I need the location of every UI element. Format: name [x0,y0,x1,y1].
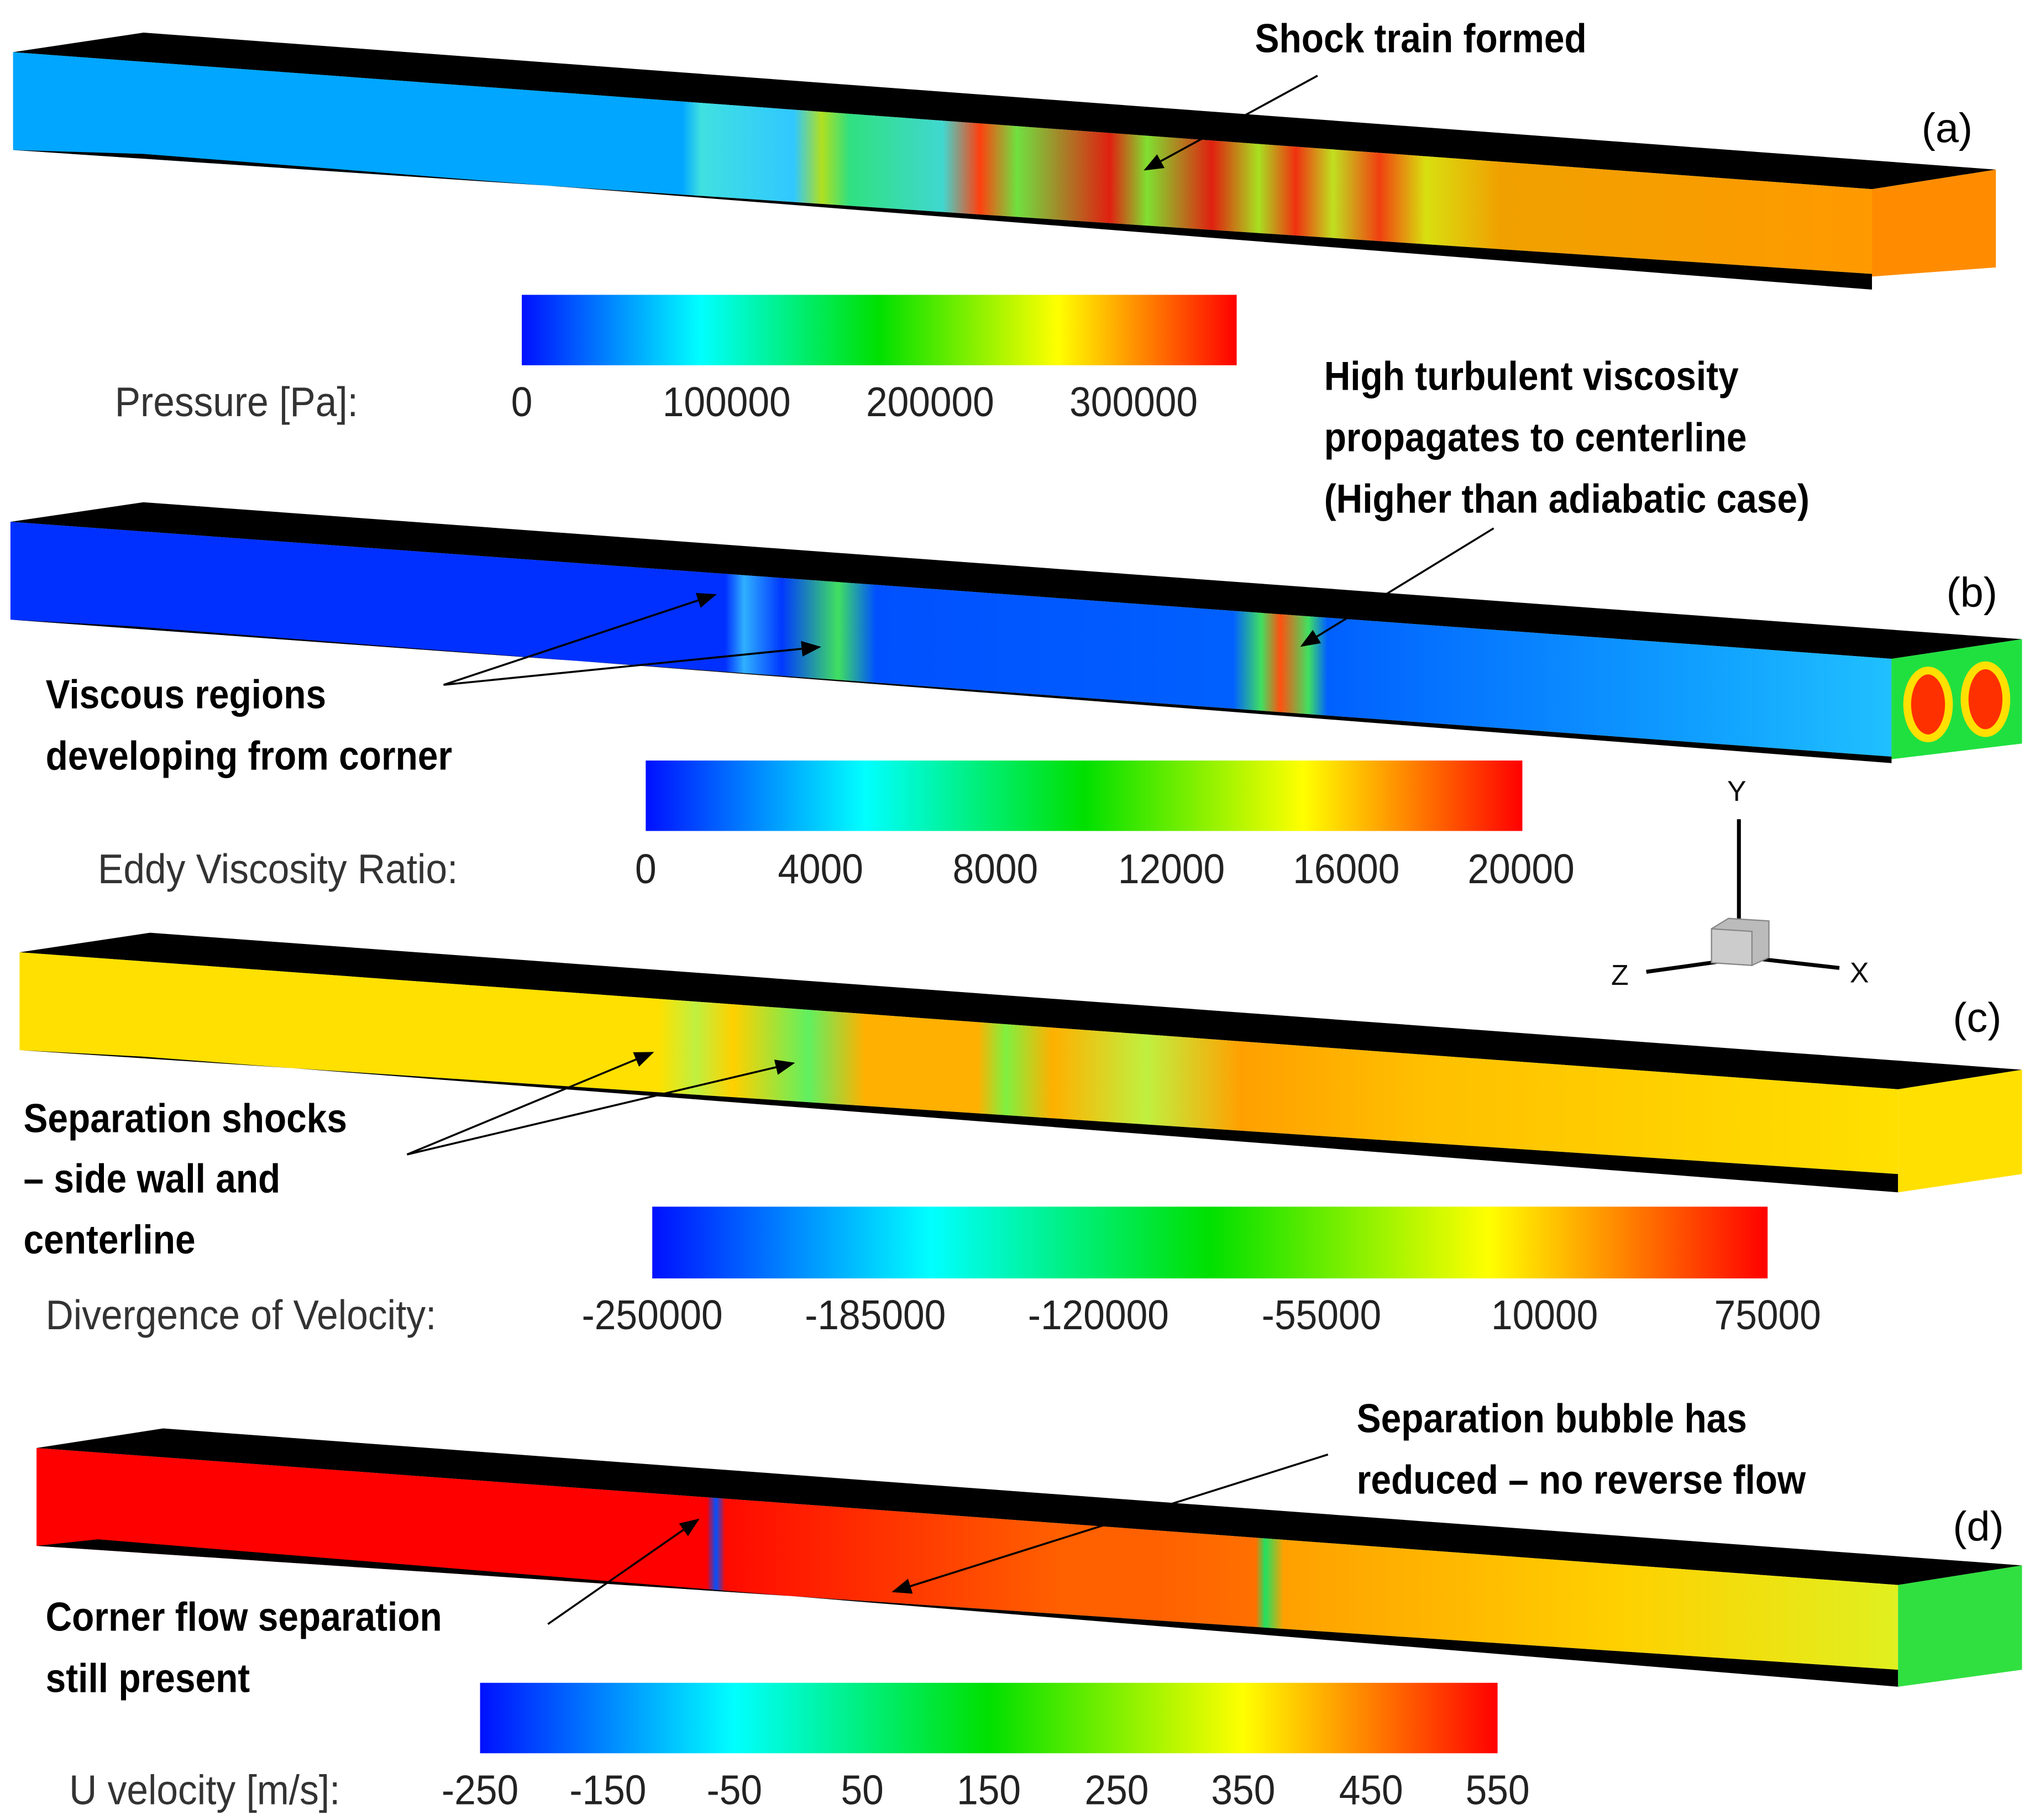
tick: -120000 [1027,1291,1169,1339]
tick: -250000 [581,1291,723,1339]
tick: 450 [1339,1766,1403,1813]
duct-a [13,33,1996,290]
annotation-high-viscosity-3: (Higher than adiabatic case) [1324,476,1810,522]
colorbar-divergence [652,1207,1768,1279]
panel-label-c: (c) [1953,994,2002,1041]
annotation-high-viscosity-1: High turbulent viscosity [1324,353,1739,400]
panel-label-d: (d) [1953,1503,2004,1550]
tick: 10000 [1491,1291,1598,1339]
annotation-viscous-1: Viscous regions [45,672,327,718]
duct-b [10,502,2022,763]
colorbar-eddy-viscosity [646,760,1523,831]
axis-label-y: Y [1727,775,1746,808]
tick: 100000 [662,378,791,426]
annotation-shock-train: Shock train formed [1255,15,1587,61]
colorbar-pressure [522,295,1237,365]
tick: 12000 [1118,845,1225,893]
annotation-corner-1: Corner flow separation [45,1594,442,1640]
tick: 20000 [1467,845,1575,893]
tick: 300000 [1069,378,1198,426]
duct-d [36,1428,2022,1687]
annotation-bubble-1: Separation bubble has [1356,1396,1747,1442]
tick: 0 [635,845,657,893]
tick: 150 [957,1766,1021,1813]
tick: -185000 [805,1291,946,1339]
tick: -150 [569,1766,647,1813]
duct-c [19,932,2022,1193]
axis-label-z: Z [1611,958,1629,992]
annotation-separation-shocks-3: centerline [23,1217,196,1263]
annotation-separation-shocks-1: Separation shocks [23,1095,348,1142]
tick: 4000 [778,845,863,893]
annotation-viscous-2: developing from corner [45,733,453,779]
panel-label-b: (b) [1946,569,1997,616]
colorbar-label-pressure: Pressure [Pa]: [114,378,358,426]
tick: 75000 [1714,1291,1821,1339]
annotation-bubble-2: reduced – no reverse flow [1356,1457,1806,1503]
axis-triad [1646,819,1840,974]
tick: 8000 [952,845,1039,893]
annotation-separation-shocks-2: – side wall and [23,1156,281,1202]
tick: -250 [442,1766,519,1813]
tick: 50 [841,1766,884,1813]
tick: 350 [1211,1766,1276,1813]
colorbar-label-divergence: Divergence of Velocity: [45,1291,437,1339]
tick: 550 [1465,1766,1530,1813]
tick: -55000 [1261,1291,1382,1339]
panel-label-a: (a) [1921,104,1973,151]
colorbar-label-eddy: Eddy Viscosity Ratio: [98,845,458,893]
tick: 200000 [866,378,994,426]
tick: 16000 [1293,845,1400,893]
tick: 0 [511,378,533,426]
annotation-high-viscosity-2: propagates to centerline [1324,415,1747,461]
axis-label-x: X [1849,956,1869,989]
annotation-arrows [406,75,1494,1625]
tick: -50 [706,1766,763,1813]
tick: 250 [1084,1766,1149,1813]
colorbar-label-u-velocity: U velocity [m/s]: [69,1766,340,1813]
annotation-corner-2: still present [45,1655,250,1701]
colorbar-u-velocity [480,1682,1498,1754]
